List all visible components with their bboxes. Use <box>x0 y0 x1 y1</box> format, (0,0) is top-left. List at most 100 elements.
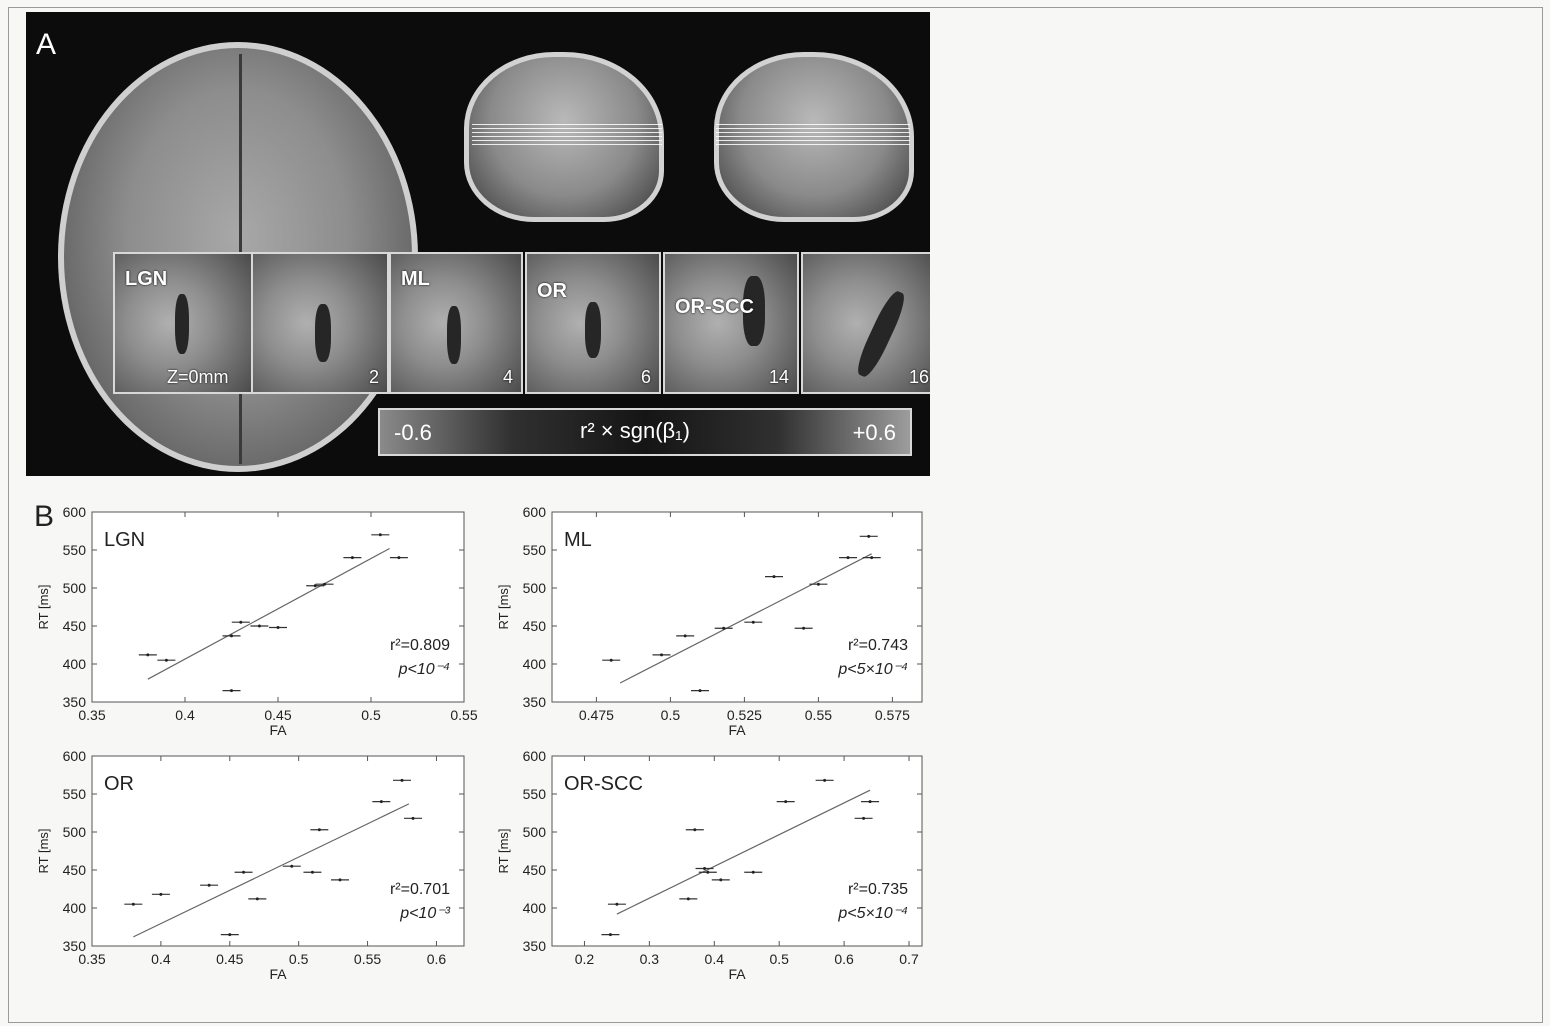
y-tick-label: 350 <box>523 938 547 954</box>
data-point-dot <box>313 584 317 588</box>
y-tick-label: 350 <box>63 938 87 954</box>
y-tick-label: 500 <box>63 580 87 596</box>
stat-annotation: r²=0.735 <box>848 881 908 898</box>
data-point-dot <box>751 620 755 624</box>
scatter-plot-lgn: 350 400 450 500 550 600 0.35 0.4 0.45 0.5 0.55 FA RT… <box>36 504 478 738</box>
slice-z-label: 4 <box>502 367 513 387</box>
data-point-dot <box>379 800 383 804</box>
x-tick-label: 0.4 <box>151 951 171 967</box>
plot-title: LGN <box>104 529 145 551</box>
slice-z-label: 6 <box>640 367 651 387</box>
slice-tile: OR 6 <box>525 252 661 394</box>
data-point-dot <box>310 870 314 874</box>
plot-area <box>91 511 465 703</box>
data-point-dot <box>230 634 233 638</box>
data-point-dot <box>131 902 135 906</box>
panel-b-letter: B <box>34 500 55 533</box>
data-point-dot <box>239 620 243 624</box>
x-axis-label: FA <box>269 722 287 738</box>
plot-area <box>551 511 923 703</box>
x-tick-label: 0.2 <box>575 951 595 967</box>
data-point-dot <box>722 626 726 630</box>
slice-position-lines-2 <box>716 124 910 148</box>
data-point-dot <box>255 897 259 901</box>
data-point-dot <box>608 933 612 937</box>
data-point-dot <box>683 634 687 638</box>
x-tick-label: 0.5 <box>289 951 309 967</box>
slice-tile: 16 <box>801 252 930 394</box>
plot-title: OR-SCC <box>564 773 643 795</box>
x-tick-label: 0.6 <box>427 951 447 967</box>
slice-region-label: ML <box>401 268 430 290</box>
x-tick-label: 0.4 <box>175 707 195 723</box>
x-tick-label: 0.5 <box>361 707 381 723</box>
stat-annotation: p<5×10⁻⁴ <box>837 661 908 678</box>
data-point-dot <box>338 878 342 882</box>
y-tick-label: 500 <box>523 580 547 596</box>
data-point-dot <box>146 653 150 657</box>
data-point-dot <box>230 689 233 693</box>
slice-region-label: OR-SCC <box>675 296 754 318</box>
plot-area <box>551 755 923 947</box>
y-tick-label: 550 <box>63 786 87 802</box>
x-tick-label: 0.475 <box>579 707 614 723</box>
plot-title: OR <box>104 773 134 795</box>
stat-annotation: r²=0.701 <box>390 881 450 898</box>
y-tick-label: 450 <box>523 618 547 634</box>
slice-tile: 2 <box>251 252 389 394</box>
data-point-dot <box>703 866 707 870</box>
slice-z-label: Z=0mm <box>167 367 229 387</box>
y-tick-label: 550 <box>523 542 547 558</box>
x-tick-label: 0.4 <box>705 951 725 967</box>
colorbar-min: -0.6 <box>394 420 432 445</box>
data-point-dot <box>686 897 690 901</box>
data-point-dot <box>719 878 723 882</box>
data-point-dot <box>290 864 294 868</box>
x-tick-label: 0.55 <box>354 951 381 967</box>
data-point-dot <box>868 800 872 804</box>
colorbar-label: r² × sgn(β₁) <box>580 418 690 443</box>
y-tick-label: 600 <box>63 504 87 520</box>
data-point-dot <box>159 892 163 896</box>
data-point-dot <box>846 556 850 560</box>
x-tick-label: 0.6 <box>834 951 854 967</box>
panel-a-mri: LGN Z=0mm 2 ML 4 OR 6 OR-SCC 14 16 <box>26 12 930 476</box>
data-point-dot <box>317 828 321 832</box>
scatter-plot-or-scc: 350 400 450 500 550 600 0.2 0.3 0.4 0.5 0.6 0.7 FA RT… <box>496 748 923 982</box>
x-tick-label: 0.3 <box>640 951 660 967</box>
zoomed-slices-strip: LGN Z=0mm 2 ML 4 OR 6 OR-SCC 14 16 <box>113 252 930 394</box>
data-point-dot <box>228 933 232 937</box>
data-point-dot <box>802 626 806 630</box>
data-point-dot <box>816 582 820 586</box>
y-tick-label: 450 <box>523 862 547 878</box>
data-point-dot <box>660 653 664 657</box>
data-point-dot <box>772 575 776 579</box>
stat-annotation: p<10⁻⁴ <box>398 661 450 678</box>
y-axis-label: RT [ms] <box>496 584 511 629</box>
stat-annotation: r²=0.809 <box>390 637 450 654</box>
y-tick-label: 450 <box>63 862 87 878</box>
plot-area <box>91 755 465 947</box>
y-tick-label: 350 <box>63 694 87 710</box>
slice-z-label: 2 <box>368 367 379 387</box>
data-point-dot <box>615 902 619 906</box>
y-tick-label: 550 <box>63 542 87 558</box>
x-tick-label: 0.45 <box>216 951 243 967</box>
scatter-plot-or: 350 400 450 500 550 600 0.35 0.4 0.45 0.5 0.55 0.6 F… <box>36 748 465 982</box>
slice-tile: LGN Z=0mm <box>113 252 253 394</box>
x-tick-label: 0.35 <box>78 707 105 723</box>
data-point-dot <box>609 658 613 662</box>
data-point-dot <box>862 816 866 820</box>
y-tick-label: 400 <box>63 900 87 916</box>
x-axis-label: FA <box>269 966 287 982</box>
stat-annotation: p<5×10⁻⁴ <box>837 905 908 922</box>
x-tick-label: 0.55 <box>805 707 832 723</box>
colorbar: -0.6 r² × sgn(β₁) +0.6 <box>378 408 912 456</box>
plot-title: ML <box>564 529 592 551</box>
slice-region-label: OR <box>537 280 567 302</box>
data-point-dot <box>207 883 211 887</box>
x-tick-label: 0.5 <box>769 951 789 967</box>
regression-line <box>616 789 871 915</box>
y-axis-label: RT [ms] <box>36 584 51 629</box>
regression-line <box>147 547 390 680</box>
